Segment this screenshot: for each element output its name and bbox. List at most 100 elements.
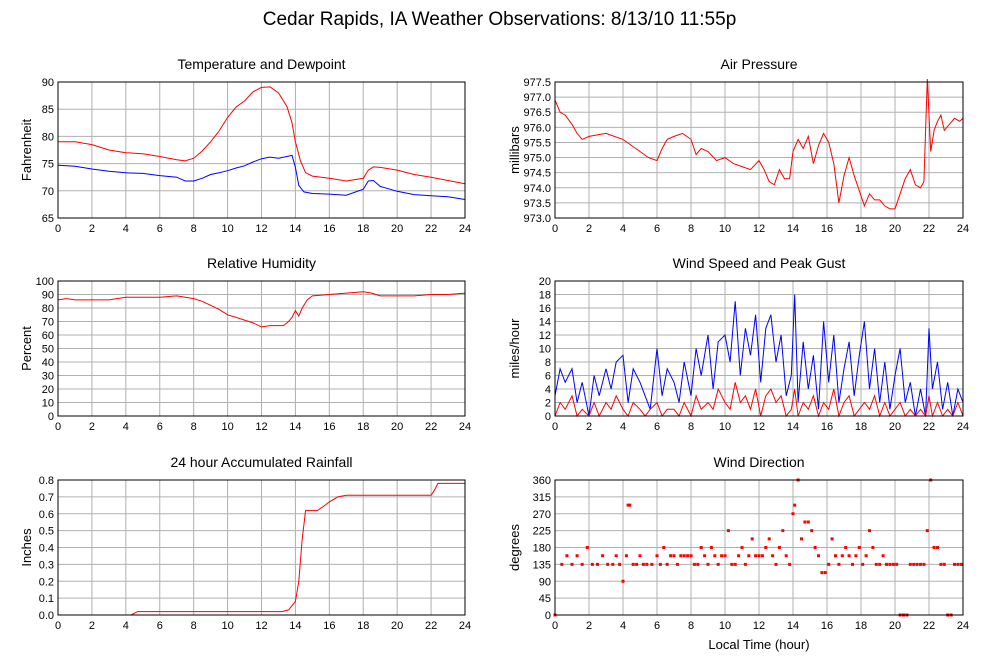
y-axis-label: degrees — [507, 524, 522, 571]
data-point — [638, 554, 642, 558]
y-tick-label: 90 — [42, 77, 54, 89]
x-tick-label: 24 — [459, 223, 471, 235]
series-line — [58, 86, 466, 185]
chart-panel: 0 2 4 6 8 10 12 14 16 18 20 22 24657075808590Tempera… — [19, 56, 471, 235]
x-tick-label: 0 — [55, 620, 61, 632]
series-line — [554, 78, 964, 210]
data-point — [665, 562, 669, 566]
data-point — [747, 554, 751, 558]
data-point — [635, 562, 639, 566]
data-point — [658, 562, 662, 566]
data-point — [874, 562, 878, 566]
y-tick-label: 0 — [545, 610, 551, 622]
x-tick-label: 14 — [289, 421, 301, 433]
y-tick-label: 8 — [545, 357, 551, 369]
x-tick-label: 10 — [221, 421, 233, 433]
data-point — [834, 554, 837, 558]
data-point — [953, 562, 956, 566]
data-point — [682, 554, 686, 558]
data-point — [806, 520, 810, 524]
plot-border — [554, 81, 964, 219]
y-tick-label: 0 — [545, 411, 551, 423]
x-tick-label: 22 — [425, 421, 437, 433]
data-point — [774, 562, 778, 566]
y-tick-label: 30 — [42, 371, 54, 383]
data-point — [800, 537, 803, 541]
y-axis-label: Inches — [19, 528, 34, 567]
data-point — [956, 562, 960, 566]
data-point — [830, 537, 834, 541]
x-tick-label: 18 — [855, 223, 867, 235]
y-axis-label: Percent — [19, 326, 34, 371]
data-point — [650, 562, 654, 566]
y-tick-label: 0.8 — [39, 475, 54, 487]
y-tick-label: 65 — [42, 213, 54, 225]
data-point — [791, 512, 795, 516]
x-tick-label: 24 — [459, 620, 471, 632]
x-tick-label: 14 — [787, 421, 799, 433]
data-point — [737, 554, 741, 558]
y-tick-label: 6 — [545, 371, 551, 383]
data-point — [692, 562, 696, 566]
data-point — [817, 554, 820, 558]
x-tick-label: 18 — [855, 421, 867, 433]
y-tick-label: 100 — [36, 276, 54, 288]
data-point — [679, 554, 683, 558]
y-tick-label: 90 — [539, 576, 551, 588]
data-point — [699, 546, 703, 549]
data-point — [915, 562, 919, 566]
data-point — [611, 562, 615, 566]
y-tick-label: 0 — [48, 411, 54, 423]
chart-panel: 0 2 4 6 8 10 12 14 16 18 20 22 240459013518022527031… — [507, 454, 969, 652]
x-tick-label: 6 — [157, 223, 163, 235]
x-tick-label: 12 — [255, 620, 267, 632]
y-tick-label: 20 — [42, 384, 54, 396]
data-point — [570, 562, 574, 566]
data-point — [750, 537, 754, 541]
x-tick-label: 8 — [688, 421, 694, 433]
data-point — [757, 554, 761, 558]
x-tick-label: 22 — [923, 223, 935, 235]
data-point — [614, 554, 618, 558]
y-tick-label: 360 — [533, 475, 551, 487]
data-point — [959, 562, 963, 566]
x-tick-label: 6 — [654, 223, 660, 235]
y-tick-label: 0.6 — [39, 509, 54, 521]
data-point — [837, 562, 841, 566]
x-tick-label: 8 — [191, 223, 197, 235]
x-tick-label: 14 — [289, 223, 301, 235]
x-tick-label: 20 — [391, 223, 403, 235]
data-point — [560, 562, 564, 566]
y-tick-label: 0.4 — [39, 543, 54, 555]
y-tick-label: 270 — [533, 509, 551, 521]
y-tick-label: 16 — [539, 303, 551, 315]
data-point — [575, 554, 579, 558]
y-tick-label: 4 — [545, 384, 551, 396]
y-tick-label: 975.5 — [523, 137, 551, 149]
y-tick-label: 20 — [539, 276, 551, 288]
x-tick-label: 2 — [586, 223, 592, 235]
plot-border — [554, 280, 964, 417]
x-tick-label: 8 — [191, 620, 197, 632]
data-point — [716, 562, 720, 566]
x-tick-label: 6 — [654, 421, 660, 433]
plot-border — [554, 479, 964, 616]
x-tick-label: 4 — [123, 620, 129, 632]
x-tick-label: 14 — [787, 223, 799, 235]
x-tick-label: 20 — [391, 421, 403, 433]
data-point — [895, 562, 899, 566]
data-point — [793, 503, 797, 507]
x-tick-label: 12 — [753, 620, 765, 632]
chart-title: Temperature and Dewpoint — [177, 56, 345, 72]
x-tick-label: 0 — [55, 223, 61, 235]
x-tick-label: 22 — [425, 620, 437, 632]
x-tick-label: 4 — [620, 620, 626, 632]
y-tick-label: 976.0 — [523, 122, 551, 134]
data-point — [878, 562, 882, 566]
series-line — [57, 291, 466, 328]
data-point — [851, 562, 854, 566]
data-point — [922, 562, 926, 566]
x-tick-label: 24 — [459, 421, 471, 433]
x-tick-label: 20 — [889, 223, 901, 235]
x-tick-label: 2 — [89, 620, 95, 632]
